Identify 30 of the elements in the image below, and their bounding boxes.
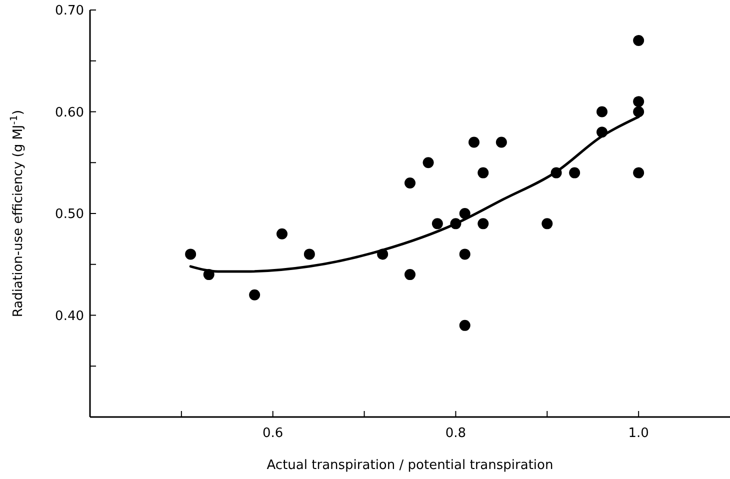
point	[432, 218, 443, 230]
x-tick-label: 0.8	[445, 426, 466, 441]
point	[478, 167, 489, 178]
point	[496, 136, 507, 148]
point	[459, 208, 470, 219]
point	[249, 289, 260, 300]
x-tick-label: 1.0	[628, 426, 649, 441]
point	[404, 269, 416, 280]
point	[542, 218, 553, 230]
point	[478, 218, 489, 230]
point	[633, 35, 644, 46]
point	[633, 96, 644, 108]
y-tick-label: 0.40	[55, 308, 84, 324]
x-tick-label: 0.6	[262, 426, 284, 441]
point	[304, 248, 315, 260]
point	[404, 177, 416, 188]
point	[422, 157, 434, 168]
x-axis-title: Actual transpiration / potential transpiration	[266, 458, 554, 473]
point	[468, 136, 480, 148]
point	[276, 228, 288, 240]
y-tick-label: 0.60	[55, 105, 84, 120]
point	[596, 106, 608, 118]
point	[633, 167, 644, 178]
point	[633, 106, 644, 118]
point	[459, 320, 470, 331]
y-tick-label: 0.50	[55, 207, 84, 222]
point	[459, 248, 470, 260]
y-tick-label: 0.70	[55, 4, 84, 19]
point	[185, 248, 196, 260]
point	[569, 167, 580, 178]
